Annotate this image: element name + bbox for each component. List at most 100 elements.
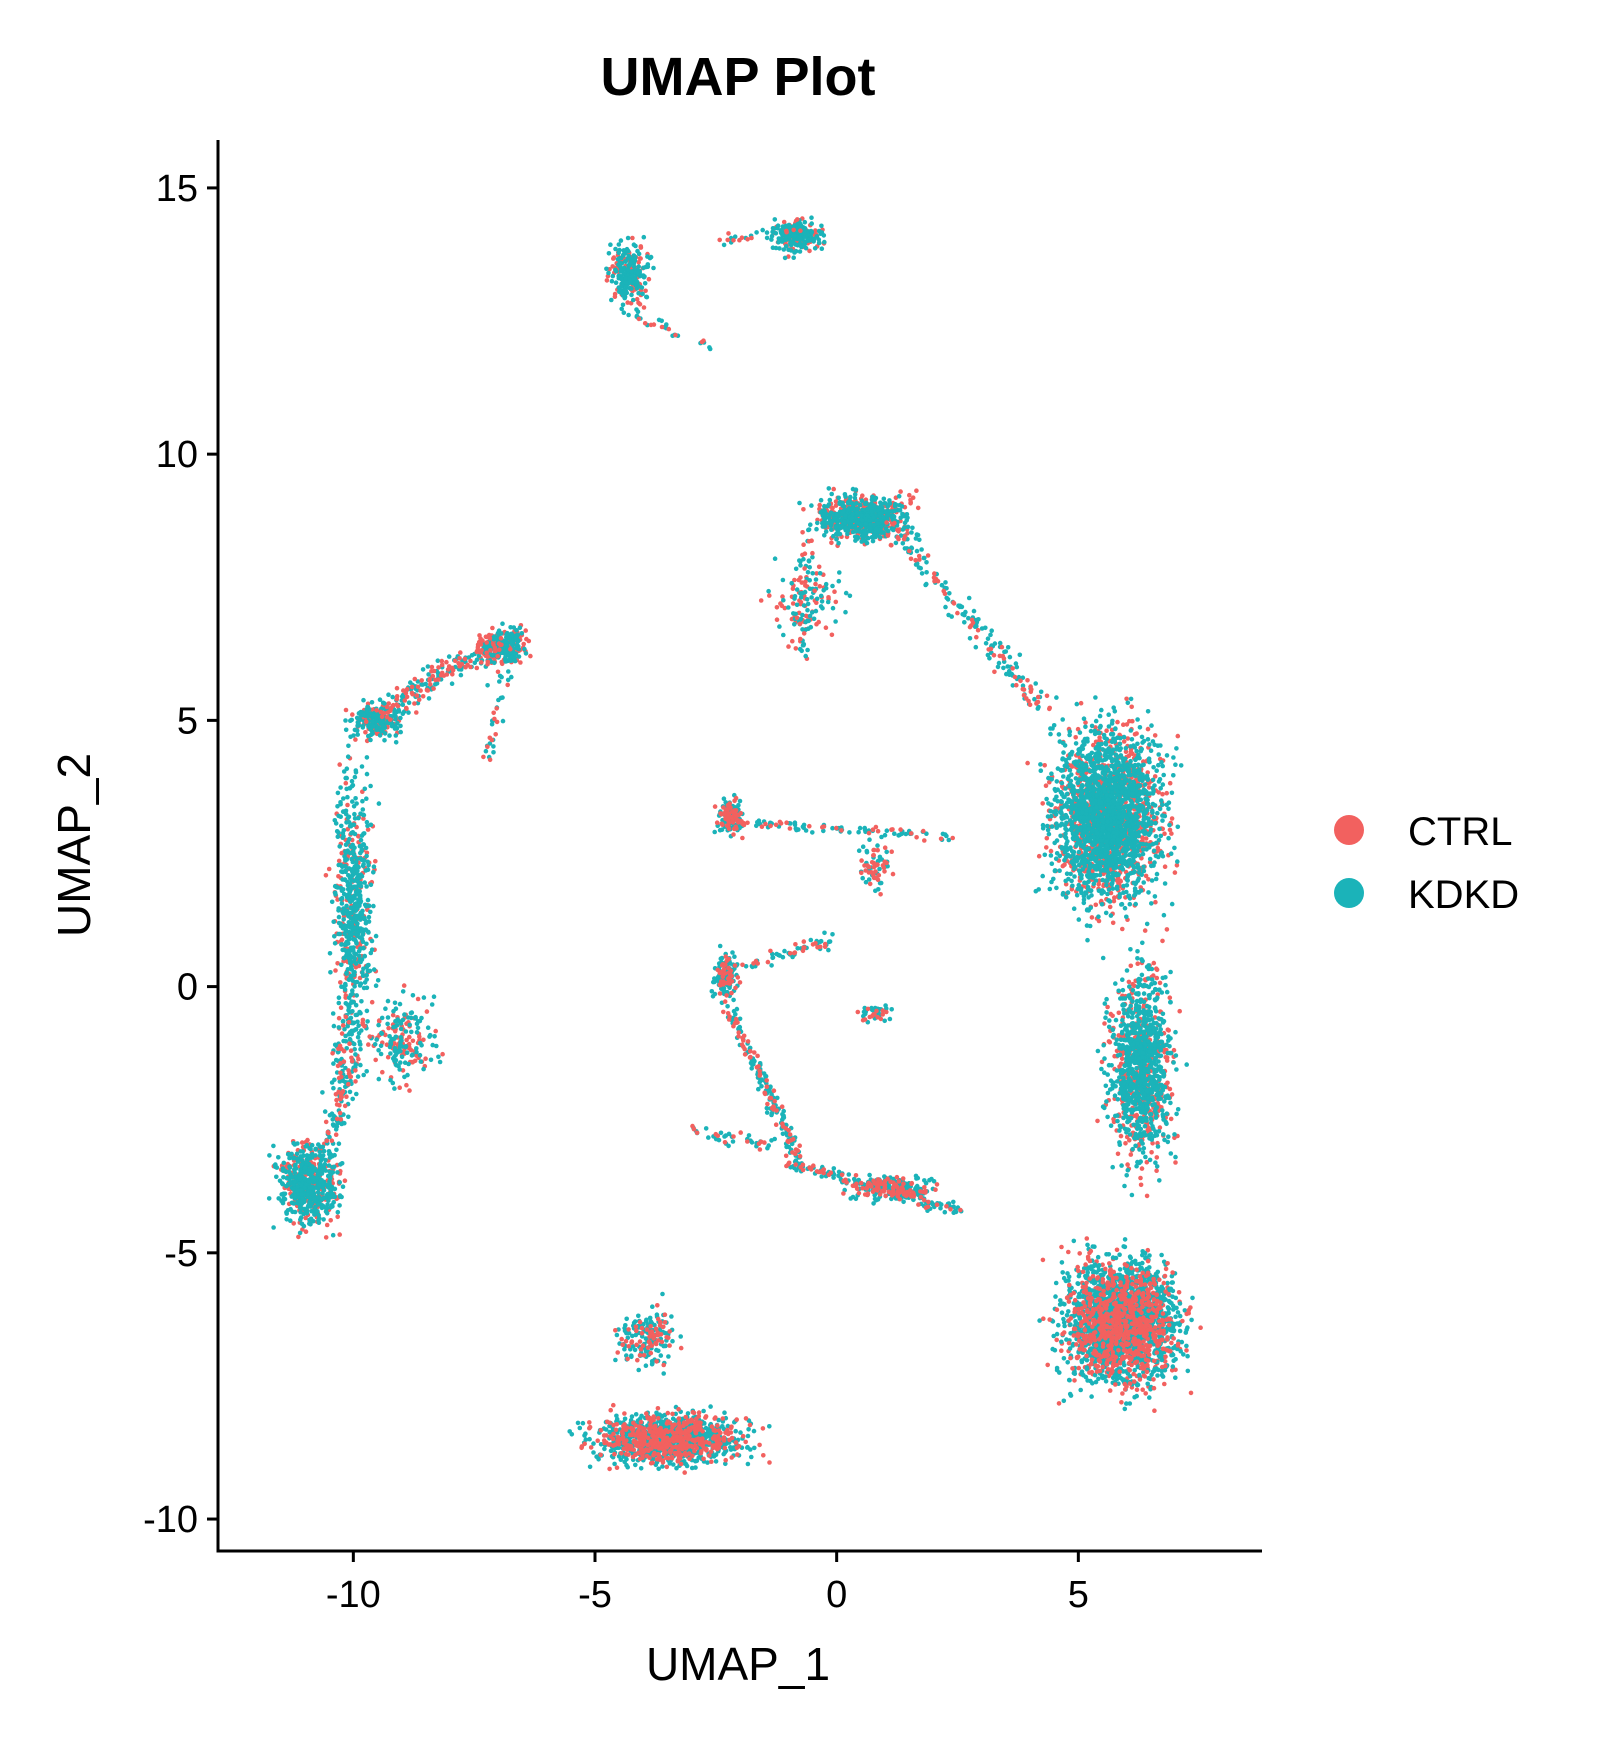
point-kdkd	[347, 881, 353, 887]
point-ctrl	[1124, 722, 1130, 727]
point-kdkd	[494, 636, 500, 641]
point-kdkd	[297, 1176, 303, 1182]
point-kdkd	[362, 953, 368, 959]
point-kdkd	[395, 720, 400, 726]
point-kdkd	[794, 602, 800, 608]
point-kdkd	[617, 260, 623, 266]
point-kdkd	[823, 514, 828, 520]
point-kdkd	[317, 1144, 323, 1150]
point-ctrl	[1164, 1055, 1170, 1060]
point-kdkd	[873, 495, 879, 501]
point-kdkd	[343, 983, 348, 988]
point-kdkd	[359, 911, 365, 917]
point-kdkd	[315, 1202, 321, 1207]
point-kdkd	[349, 967, 355, 972]
point-ctrl	[1145, 726, 1151, 732]
point-kdkd	[406, 1015, 411, 1020]
point-kdkd	[781, 597, 786, 603]
point-kdkd	[1139, 734, 1145, 740]
point-kdkd	[1135, 717, 1140, 722]
point-kdkd	[304, 1159, 310, 1164]
point-ctrl	[366, 1042, 371, 1047]
point-kdkd	[857, 502, 863, 508]
point-kdkd	[825, 599, 831, 605]
point-kdkd	[1149, 723, 1154, 728]
point-kdkd	[348, 844, 354, 849]
point-kdkd	[811, 236, 817, 242]
point-kdkd	[349, 868, 355, 873]
point-kdkd	[282, 1168, 288, 1174]
point-kdkd	[273, 1162, 278, 1167]
point-kdkd	[344, 892, 349, 898]
point-ctrl	[1128, 963, 1134, 969]
point-kdkd	[869, 509, 874, 514]
point-kdkd	[837, 570, 842, 575]
point-ctrl	[303, 1229, 309, 1234]
point-kdkd	[764, 230, 770, 235]
point-ctrl	[1116, 1010, 1122, 1016]
point-kdkd	[349, 830, 354, 836]
point-kdkd	[843, 590, 849, 596]
point-kdkd	[336, 908, 341, 913]
point-kdkd	[316, 1220, 322, 1225]
point-kdkd	[360, 725, 366, 730]
point-kdkd	[353, 907, 359, 913]
point-kdkd	[295, 1141, 300, 1146]
point-kdkd	[327, 951, 333, 956]
point-ctrl	[1169, 816, 1175, 821]
point-kdkd	[396, 1049, 401, 1054]
point-kdkd	[328, 1205, 334, 1210]
point-kdkd	[328, 1194, 334, 1199]
point-ctrl	[826, 595, 831, 600]
point-kdkd	[847, 593, 853, 599]
point-ctrl	[1152, 733, 1158, 738]
point-ctrl	[767, 593, 772, 598]
point-kdkd	[786, 605, 791, 610]
point-kdkd	[338, 896, 344, 902]
point-ctrl	[1119, 1400, 1124, 1405]
point-kdkd	[840, 501, 845, 507]
point-kdkd	[336, 862, 342, 868]
point-kdkd	[635, 248, 640, 254]
point-ctrl	[1125, 1162, 1130, 1167]
point-kdkd	[899, 504, 905, 509]
point-kdkd	[772, 556, 778, 561]
point-kdkd	[349, 856, 354, 862]
point-ctrl	[296, 1234, 301, 1240]
point-kdkd	[335, 1170, 340, 1175]
point-ctrl	[831, 486, 836, 492]
point-kdkd	[773, 245, 779, 251]
point-kdkd	[904, 518, 909, 523]
point-ctrl	[898, 489, 903, 494]
point-kdkd	[852, 492, 858, 497]
point-kdkd	[360, 932, 366, 937]
point-kdkd	[298, 1199, 304, 1204]
point-kdkd	[356, 903, 361, 908]
point-ctrl	[336, 874, 341, 879]
point-kdkd	[826, 486, 832, 491]
point-ctrl	[1165, 1080, 1170, 1086]
point-kdkd	[284, 1217, 290, 1222]
point-kdkd	[621, 248, 626, 253]
point-kdkd	[862, 530, 868, 535]
point-kdkd	[867, 504, 873, 509]
point-ctrl	[1154, 966, 1159, 971]
point-ctrl	[343, 707, 349, 713]
point-kdkd	[789, 580, 794, 586]
point-kdkd	[816, 240, 822, 246]
point-kdkd	[318, 1161, 323, 1167]
point-kdkd	[883, 526, 889, 532]
point-kdkd	[352, 727, 358, 733]
point-kdkd	[391, 1008, 396, 1014]
point-kdkd	[822, 508, 827, 513]
point-ctrl	[299, 1140, 305, 1145]
point-kdkd	[337, 844, 343, 849]
point-kdkd	[1123, 745, 1129, 751]
point-kdkd	[392, 1045, 398, 1051]
point-ctrl	[343, 780, 349, 786]
point-ctrl	[1093, 902, 1099, 908]
point-ctrl	[1121, 739, 1127, 744]
point-kdkd	[276, 1155, 281, 1160]
point-kdkd	[330, 1154, 335, 1159]
point-kdkd	[620, 302, 626, 308]
